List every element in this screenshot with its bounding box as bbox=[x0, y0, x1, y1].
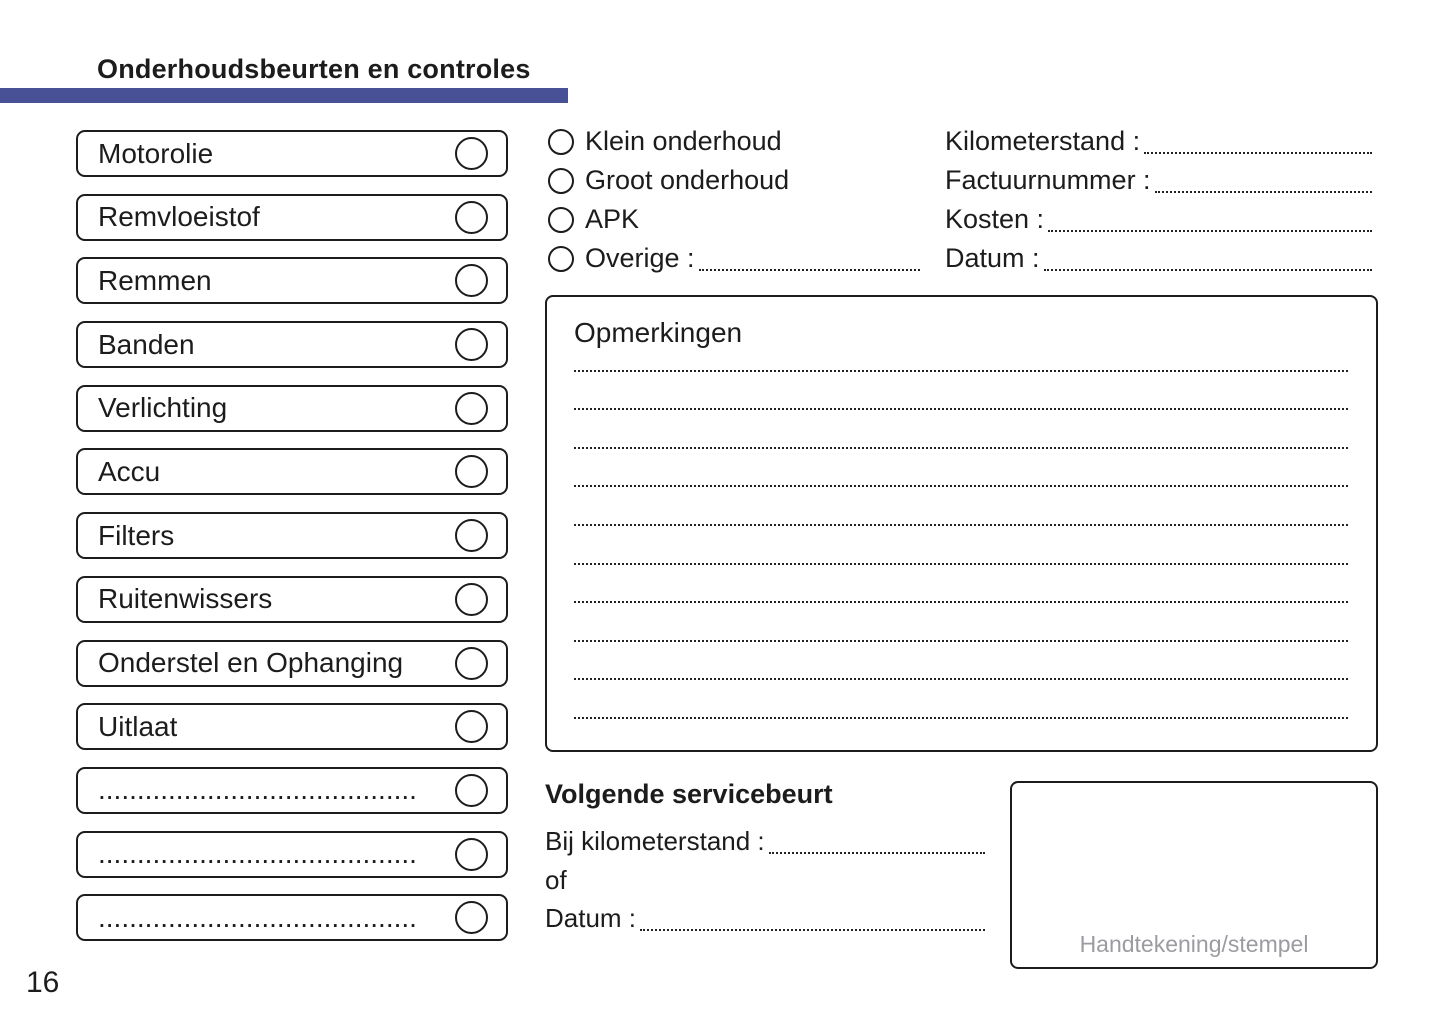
title-accent-bar bbox=[0, 88, 568, 103]
checklist-item-label: Uitlaat bbox=[98, 710, 178, 742]
checklist-item: Filters bbox=[76, 512, 508, 560]
checkbox-circle[interactable] bbox=[455, 646, 488, 680]
checkbox-circle[interactable] bbox=[455, 455, 488, 489]
checkbox-circle[interactable] bbox=[455, 391, 488, 425]
checklist-item: ........................................… bbox=[76, 894, 508, 942]
next-service-or-row: of bbox=[545, 861, 567, 900]
invoice-field-label: Kilometerstand : bbox=[945, 126, 1141, 156]
checklist-item: Remvloeistof bbox=[76, 193, 508, 241]
checklist-item-label: Banden bbox=[98, 328, 195, 360]
checkbox-circle[interactable] bbox=[455, 710, 488, 744]
checklist-item: Onderstel en Ophanging bbox=[76, 639, 508, 687]
checklist-item-label: ........................................… bbox=[98, 838, 417, 870]
field-write-in-line[interactable] bbox=[1154, 191, 1372, 193]
checklist-item-label: ........................................… bbox=[98, 774, 417, 806]
checklist-item-label: Ruitenwissers bbox=[98, 583, 273, 615]
service-type-label: Overige : bbox=[585, 243, 695, 273]
service-type-option-other: Overige : bbox=[548, 239, 920, 278]
page-title: Onderhoudsbeurten en controles bbox=[97, 54, 531, 84]
invoice-field: Kilometerstand : bbox=[945, 122, 1372, 161]
remarks-write-in-line[interactable] bbox=[574, 680, 1348, 719]
checklist-item: Uitlaat bbox=[76, 703, 508, 751]
checklist-item: ........................................… bbox=[76, 830, 508, 878]
checklist-item-label: Onderstel en Ophanging bbox=[98, 647, 404, 678]
checkbox-circle[interactable] bbox=[455, 200, 488, 234]
next-service-km-line[interactable] bbox=[768, 852, 985, 854]
next-service-date-label: Datum : bbox=[545, 903, 637, 933]
checklist-item-label: Remvloeistof bbox=[98, 201, 260, 233]
signature-stamp-box[interactable]: Handtekening/stempel bbox=[1010, 781, 1378, 969]
checklist-item-label: Remmen bbox=[98, 264, 212, 296]
remarks-write-in-line[interactable] bbox=[574, 372, 1348, 411]
checkbox-circle[interactable] bbox=[455, 519, 488, 553]
service-type-label: APK bbox=[585, 204, 640, 234]
radio-circle[interactable] bbox=[548, 167, 574, 194]
remarks-write-in-line[interactable] bbox=[574, 487, 1348, 526]
next-service-date-row: Datum : bbox=[545, 899, 985, 938]
next-service-title: Volgende servicebeurt bbox=[545, 779, 833, 809]
remarks-write-in-line[interactable] bbox=[574, 526, 1348, 565]
next-service-date-line[interactable] bbox=[640, 929, 985, 931]
service-type-label: Groot onderhoud bbox=[585, 165, 790, 195]
radio-circle[interactable] bbox=[548, 245, 574, 272]
invoice-field: Factuurnummer : bbox=[945, 161, 1372, 200]
checklist-item: Ruitenwissers bbox=[76, 575, 508, 623]
service-type-label: Klein onderhoud bbox=[585, 126, 782, 156]
checkbox-circle[interactable] bbox=[455, 773, 488, 807]
remarks-write-in-line[interactable] bbox=[574, 410, 1348, 449]
checkbox-circle[interactable] bbox=[455, 328, 488, 362]
service-type-option: Klein onderhoud bbox=[548, 122, 920, 161]
invoice-fields: Kilometerstand : Factuurnummer : Kosten … bbox=[945, 122, 1372, 278]
checklist-item-label: Motorolie bbox=[98, 137, 214, 169]
checklist-item: Banden bbox=[76, 321, 508, 369]
checkbox-circle[interactable] bbox=[455, 137, 488, 170]
service-type-group: Klein onderhoud Groot onderhoud APK bbox=[548, 122, 920, 239]
next-service-or-label: of bbox=[545, 865, 567, 895]
checklist-item: Accu bbox=[76, 448, 508, 496]
checklist-item-label: Verlichting bbox=[98, 392, 228, 424]
other-write-in-line[interactable] bbox=[698, 269, 920, 271]
checklist-item: Motorolie bbox=[76, 130, 508, 177]
remarks-write-in-line[interactable] bbox=[574, 642, 1348, 681]
field-write-in-line[interactable] bbox=[1144, 152, 1372, 154]
page-number: 16 bbox=[26, 966, 60, 999]
invoice-field: Kosten : bbox=[945, 200, 1372, 239]
radio-circle[interactable] bbox=[548, 128, 574, 155]
signature-stamp-label: Handtekening/stempel bbox=[1079, 931, 1309, 957]
remarks-box: Opmerkingen bbox=[545, 295, 1378, 752]
invoice-field-label: Kosten : bbox=[945, 204, 1045, 234]
remarks-write-in-line[interactable] bbox=[574, 333, 1348, 372]
maintenance-checklist: Motorolie Remvloeistof Remmen Banden Ver… bbox=[76, 130, 508, 942]
checkbox-circle[interactable] bbox=[455, 837, 488, 871]
service-type-option: Groot onderhoud bbox=[548, 161, 920, 200]
service-type-option: APK bbox=[548, 200, 920, 239]
radio-circle[interactable] bbox=[548, 206, 574, 233]
remarks-write-in-line[interactable] bbox=[574, 603, 1348, 642]
field-write-in-line[interactable] bbox=[1048, 230, 1372, 232]
checklist-item: ........................................… bbox=[76, 766, 508, 814]
invoice-field: Datum : bbox=[945, 239, 1372, 278]
checklist-item-label: Accu bbox=[98, 455, 161, 487]
checklist-item-label: Filters bbox=[98, 519, 175, 551]
remarks-lines bbox=[574, 333, 1348, 719]
next-service-km-label: Bij kilometerstand : bbox=[545, 826, 765, 856]
checklist-item: Verlichting bbox=[76, 384, 508, 432]
invoice-field-label: Datum : bbox=[945, 243, 1040, 273]
checklist-item: Remmen bbox=[76, 257, 508, 305]
checkbox-circle[interactable] bbox=[455, 582, 488, 616]
invoice-field-label: Factuurnummer : bbox=[945, 165, 1151, 195]
checkbox-circle[interactable] bbox=[455, 901, 488, 935]
checkbox-circle[interactable] bbox=[455, 264, 488, 298]
checklist-item-label: ........................................… bbox=[98, 901, 417, 933]
remarks-write-in-line[interactable] bbox=[574, 565, 1348, 604]
next-service-km-row: Bij kilometerstand : bbox=[545, 822, 985, 861]
remarks-write-in-line[interactable] bbox=[574, 449, 1348, 488]
remarks-title: Opmerkingen bbox=[574, 317, 743, 348]
field-write-in-line[interactable] bbox=[1043, 269, 1372, 271]
